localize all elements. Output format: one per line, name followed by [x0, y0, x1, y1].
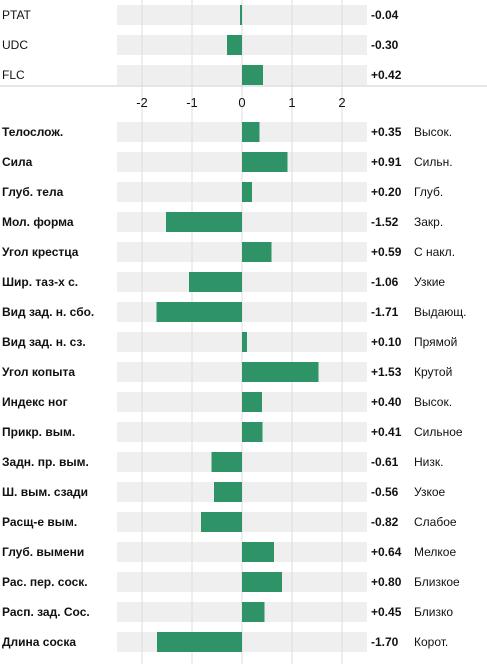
descriptor-label: Слабое [414, 515, 457, 529]
bar [240, 5, 242, 25]
bar [242, 152, 288, 172]
value-label: +0.80 [371, 575, 402, 589]
value-label: -1.52 [371, 215, 399, 229]
bar [242, 242, 272, 262]
descriptor-label: Мелкое [414, 545, 456, 559]
value-label: +0.41 [371, 425, 402, 439]
value-label: +1.53 [371, 365, 402, 379]
descriptor-label: Низк. [414, 455, 443, 469]
descriptor-label: Высок. [414, 125, 452, 139]
trait-label: Вид зад. н. сбо. [2, 305, 94, 319]
bar [211, 452, 242, 472]
descriptor-label: Выдающ. [414, 305, 467, 319]
axis-tick-label: 2 [338, 95, 345, 110]
trait-label: Расп. зад. Сос. [2, 605, 90, 619]
trait-label: Угол крестца [2, 245, 79, 259]
descriptor-label: Корот. [414, 635, 448, 649]
bar [201, 512, 242, 532]
bar [157, 632, 242, 652]
trait-label: FLC [2, 68, 25, 82]
descriptor-label: Близкое [414, 575, 460, 589]
trait-label: UDC [2, 38, 28, 52]
trait-label: Рас. пер. соск. [2, 575, 88, 589]
trait-label: Прикр. вым. [2, 425, 75, 439]
value-label: +0.64 [371, 545, 402, 559]
trait-label: Индекс ног [2, 395, 68, 409]
descriptor-label: С накл. [414, 245, 455, 259]
bar [242, 572, 282, 592]
bar [242, 182, 252, 202]
value-label: -1.06 [371, 275, 399, 289]
trait-label: PTAT [2, 8, 32, 22]
trait-label: Сила [2, 155, 33, 169]
value-label: +0.42 [371, 68, 402, 82]
value-label: +0.59 [371, 245, 402, 259]
trait-label: Задн. пр. вым. [2, 455, 89, 469]
descriptor-label: Крутой [414, 365, 452, 379]
value-label: +0.91 [371, 155, 402, 169]
value-label: -1.71 [371, 305, 399, 319]
descriptor-label: Глуб. [414, 185, 443, 199]
bar [242, 602, 265, 622]
descriptor-label: Сильн. [414, 155, 453, 169]
bar [189, 272, 242, 292]
bar [242, 392, 262, 412]
trait-label: Глуб. вымени [2, 545, 84, 559]
axis-tick-label: 1 [288, 95, 295, 110]
bar [227, 35, 242, 55]
value-label: +0.35 [371, 125, 402, 139]
trait-label: Глуб. тела [2, 185, 64, 199]
trait-label: Вид зад. н. сз. [2, 335, 86, 349]
bar [242, 542, 274, 562]
trait-label: Мол. форма [2, 215, 74, 229]
axis-tick-label: 0 [238, 95, 245, 110]
bar [242, 422, 263, 442]
bar [166, 212, 242, 232]
trait-label: Длина соска [2, 635, 76, 649]
value-label: -0.04 [371, 8, 399, 22]
bar [242, 362, 319, 382]
descriptor-label: Высок. [414, 395, 452, 409]
bar [242, 332, 247, 352]
trait-label: Ш. вым. сзади [2, 485, 88, 499]
axis-tick-label: -1 [186, 95, 198, 110]
value-label: -0.82 [371, 515, 399, 529]
axis-tick-label: -2 [136, 95, 148, 110]
trait-label: Расщ-е вым. [2, 515, 77, 529]
bar [214, 482, 242, 502]
value-label: -0.61 [371, 455, 399, 469]
trait-label: Угол копыта [2, 365, 75, 379]
trait-label: Шир. таз-х с. [2, 275, 78, 289]
descriptor-label: Близко [414, 605, 453, 619]
descriptor-label: Узкие [414, 275, 445, 289]
descriptor-label: Закр. [414, 215, 443, 229]
value-label: +0.10 [371, 335, 402, 349]
value-label: -1.70 [371, 635, 399, 649]
descriptor-label: Сильное [414, 425, 463, 439]
value-label: -0.30 [371, 38, 399, 52]
trait-label: Телослож. [2, 125, 63, 139]
value-label: +0.20 [371, 185, 402, 199]
bar [242, 65, 263, 85]
bar [156, 302, 242, 322]
value-label: -0.56 [371, 485, 399, 499]
value-label: +0.45 [371, 605, 402, 619]
value-label: +0.40 [371, 395, 402, 409]
descriptor-label: Прямой [414, 335, 457, 349]
descriptor-label: Узкое [414, 485, 446, 499]
bar [242, 122, 260, 142]
